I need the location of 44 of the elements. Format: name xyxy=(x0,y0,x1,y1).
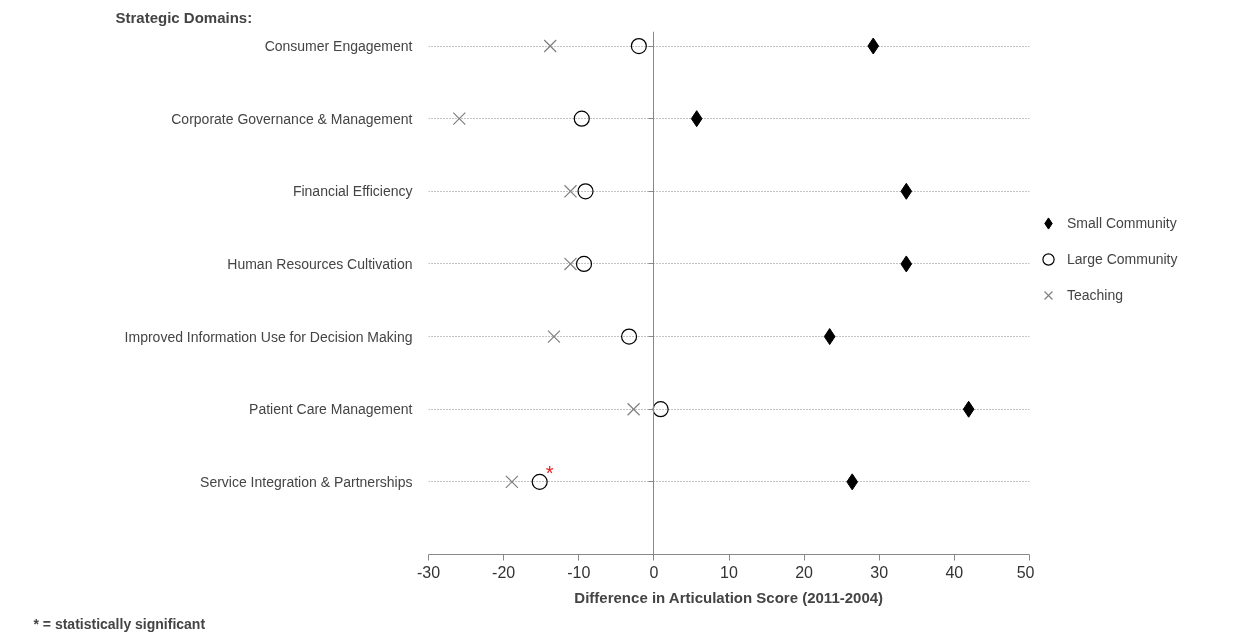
point xyxy=(652,401,669,418)
point xyxy=(867,37,880,55)
legend-label: Small Community xyxy=(1067,215,1177,231)
x-tick-label: 50 xyxy=(1016,563,1035,581)
point xyxy=(577,183,594,200)
legend-label: Teaching xyxy=(1067,287,1124,303)
y-tick-label: Financial Efficiency xyxy=(292,183,413,200)
y-tick-label: Human Resources Cultivation xyxy=(227,255,413,272)
point xyxy=(543,39,557,53)
point xyxy=(531,473,548,490)
y-tick-label: Consumer Engagement xyxy=(264,38,413,55)
x-tick-label: 30 xyxy=(870,563,889,581)
annotation: * xyxy=(545,461,554,484)
y-axis-title: Strategic Domains: xyxy=(115,8,253,26)
y-tick-label: Patient Care Management xyxy=(249,401,413,418)
y-tick-label: Corporate Governance & Management xyxy=(171,110,413,127)
point xyxy=(452,112,466,126)
x-tick-label: 0 xyxy=(649,563,659,581)
text: * = statistically significant xyxy=(33,615,206,632)
point xyxy=(620,328,638,345)
x-tick-label: -20 xyxy=(492,563,516,581)
point xyxy=(563,184,578,198)
point xyxy=(630,37,647,55)
point xyxy=(505,475,519,489)
y-tick-label: Improved Information Use for Decision Making xyxy=(124,328,413,345)
point xyxy=(547,329,561,344)
point xyxy=(575,255,593,273)
legend-label: Large Community xyxy=(1067,251,1178,267)
point xyxy=(626,402,641,416)
x-tick-label: 40 xyxy=(945,563,964,581)
x-tick-label: -30 xyxy=(416,563,441,581)
point xyxy=(846,473,859,491)
x-axis-title: Difference in Articulation Score (2011-2004) xyxy=(574,588,884,606)
point xyxy=(823,328,836,346)
point xyxy=(962,400,975,418)
point xyxy=(573,110,590,127)
x-tick-label: 10 xyxy=(720,563,738,581)
y-tick-label: Service Integration & Partnerships xyxy=(200,473,413,490)
point xyxy=(563,257,578,271)
x-tick-label: 20 xyxy=(795,563,814,581)
x-tick-label: -10 xyxy=(567,563,591,581)
point xyxy=(900,182,913,200)
point xyxy=(900,255,913,273)
point xyxy=(690,110,703,128)
